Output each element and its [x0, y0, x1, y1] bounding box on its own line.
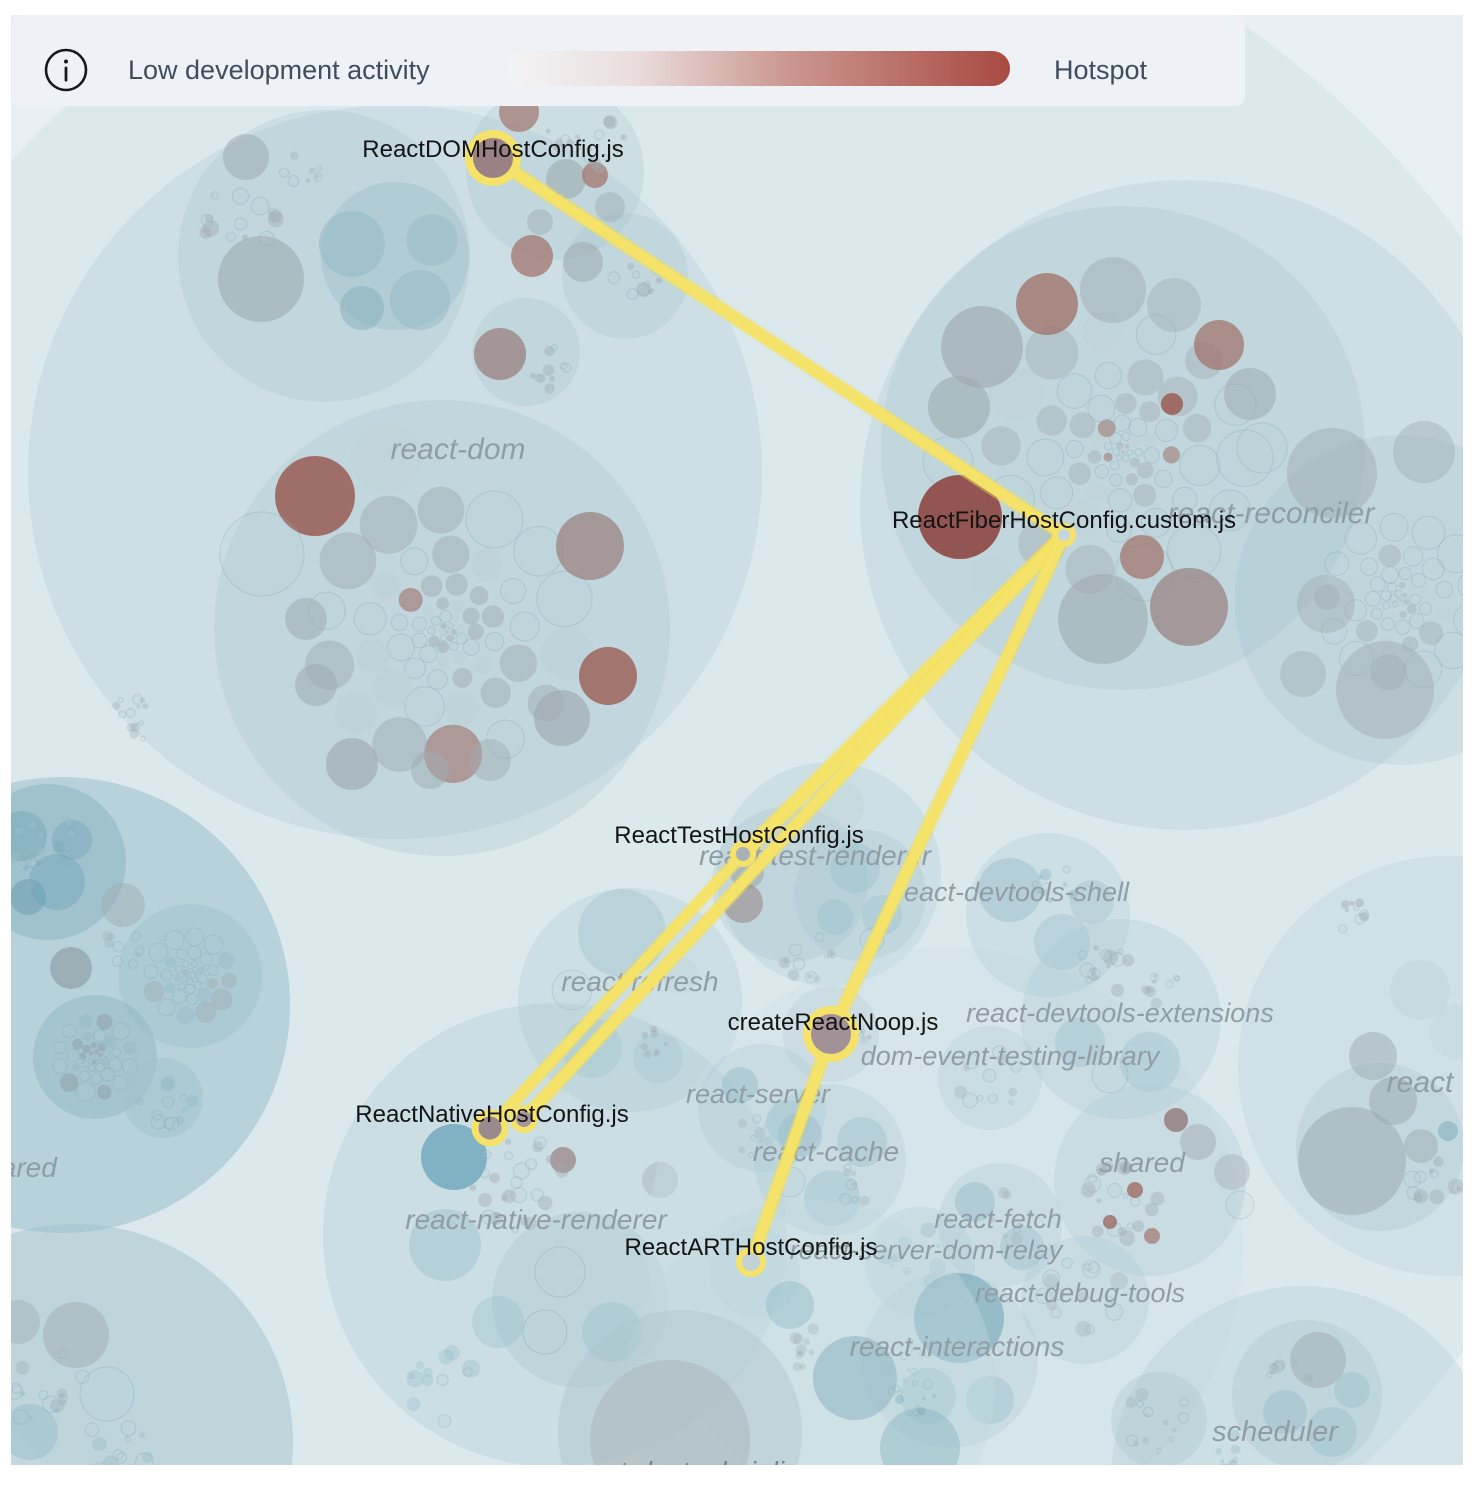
svg-text:react-devtools-inline: react-devtools-inline [565, 1456, 816, 1487]
svg-text:scheduler: scheduler [1212, 1416, 1339, 1448]
svg-text:react-server-dom-relay: react-server-dom-relay [790, 1235, 1064, 1265]
svg-text:ReactARTHostConfig.js: ReactARTHostConfig.js [625, 1234, 878, 1261]
svg-text:shared: shared [1099, 1147, 1186, 1178]
svg-text:ReactDOMHostConfig.js: ReactDOMHostConfig.js [362, 136, 623, 163]
svg-text:react-reconciler: react-reconciler [1168, 497, 1376, 530]
svg-text:react-interactions: react-interactions [850, 1331, 1065, 1362]
svg-text:dom-event-testing-library: dom-event-testing-library [861, 1041, 1161, 1071]
svg-text:react-fetch: react-fetch [934, 1204, 1062, 1234]
svg-text:Low development activity: Low development activity [128, 55, 430, 85]
svg-text:ReactNativeHostConfig.js: ReactNativeHostConfig.js [355, 1101, 628, 1128]
svg-text:react-native-renderer: react-native-renderer [405, 1204, 668, 1235]
svg-text:react-cache: react-cache [753, 1136, 899, 1167]
svg-text:react-debug-tools: react-debug-tools [975, 1278, 1185, 1308]
svg-text:Hotspot: Hotspot [1054, 55, 1148, 85]
svg-text:createReactNoop.js: createReactNoop.js [728, 1009, 939, 1036]
svg-text:react-devtools-extensions: react-devtools-extensions [966, 998, 1274, 1028]
svg-text:react: react [1387, 1066, 1455, 1099]
svg-text:ReactTestHostConfig.js: ReactTestHostConfig.js [614, 822, 863, 849]
svg-text:ReactFiberHostConfig.custom.js: ReactFiberHostConfig.custom.js [892, 507, 1236, 534]
svg-text:shared: shared [0, 1152, 58, 1183]
svg-text:react-dom: react-dom [390, 433, 525, 466]
svg-text:react-devtools-shell: react-devtools-shell [895, 877, 1130, 907]
